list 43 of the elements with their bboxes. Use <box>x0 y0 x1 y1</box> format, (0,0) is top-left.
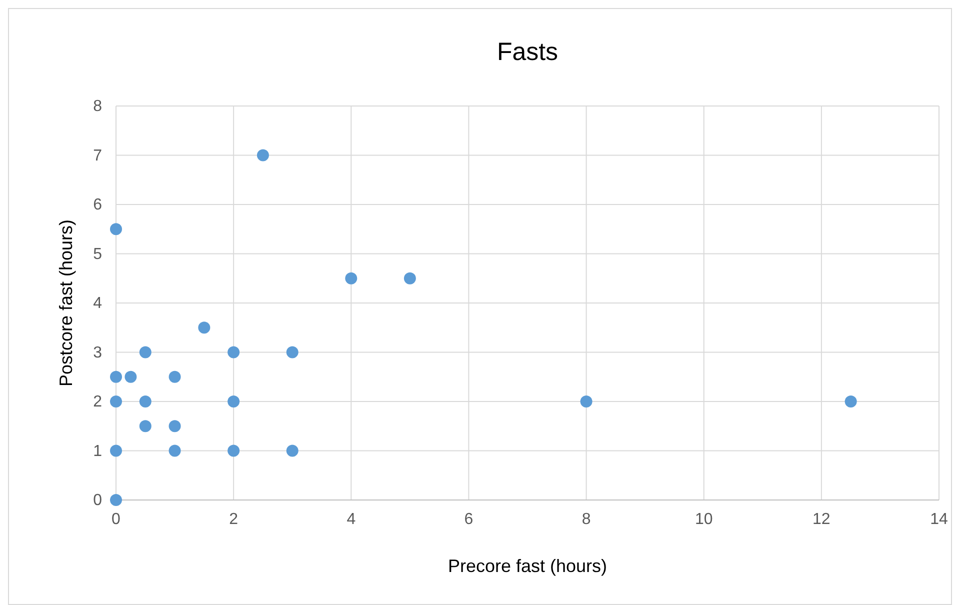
point <box>168 370 181 383</box>
y-axis-title: Postcore fast (hours) <box>56 219 76 387</box>
point <box>228 346 240 358</box>
point <box>580 396 592 408</box>
y-tick-label: 6 <box>93 196 102 214</box>
point <box>139 420 152 432</box>
point <box>404 272 416 284</box>
point <box>198 322 210 334</box>
y-tick-label: 3 <box>93 344 102 362</box>
point <box>124 370 137 383</box>
point <box>256 149 269 162</box>
point <box>286 444 298 457</box>
x-tick-label: 10 <box>694 511 713 528</box>
x-tick-label: 12 <box>812 511 830 528</box>
point <box>139 396 152 408</box>
x-tick-label: 8 <box>582 511 591 528</box>
point <box>345 272 358 284</box>
point <box>110 223 122 236</box>
x-tick-label: 14 <box>930 511 948 528</box>
x-tick-label: 2 <box>229 511 238 528</box>
point <box>110 494 122 506</box>
y-tick-label: 5 <box>93 246 102 263</box>
x-axis-title: Precore fast (hours) <box>448 556 608 576</box>
x-tick-label: 6 <box>464 511 474 528</box>
point <box>168 420 181 432</box>
y-tick-label: 2 <box>93 394 102 410</box>
point <box>110 396 122 408</box>
point <box>228 396 240 408</box>
y-tick-label: 1 <box>93 442 102 460</box>
x-tick-label: 0 <box>112 511 121 528</box>
point <box>110 444 122 457</box>
chart-title: Fasts <box>496 38 558 66</box>
x-tick-label: 4 <box>346 511 356 528</box>
point <box>844 396 857 408</box>
y-tick-label: 8 <box>93 98 102 115</box>
point <box>286 346 298 358</box>
point <box>168 444 181 457</box>
y-tick-label: 4 <box>93 295 102 312</box>
y-tick-label: 0 <box>93 492 102 509</box>
point <box>228 444 240 457</box>
y-tick-label: 7 <box>93 147 102 164</box>
point <box>110 370 122 383</box>
point <box>139 346 152 358</box>
